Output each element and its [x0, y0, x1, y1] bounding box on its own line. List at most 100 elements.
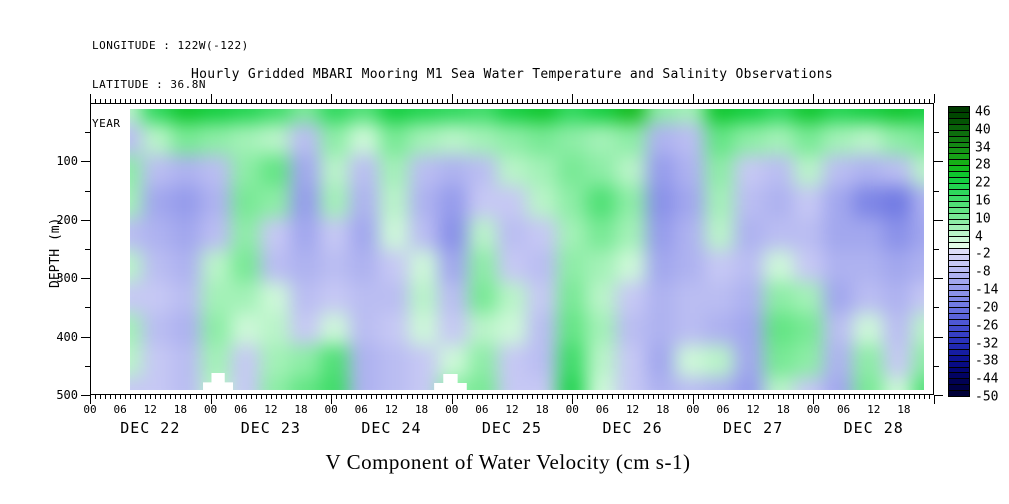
hour-label: 00: [324, 403, 338, 416]
heatmap-cell: [408, 344, 439, 377]
latitude-label: LATITUDE : 36.8N: [92, 78, 206, 91]
x-tick: [140, 395, 142, 399]
heatmap-cell: [853, 154, 883, 187]
x-tick-top: [612, 99, 614, 103]
heatmap-cell: [764, 109, 794, 124]
heatmap-cell: [675, 249, 705, 282]
x-tick: [486, 395, 488, 399]
heatmap-cell: [823, 313, 854, 345]
heatmap-cell: [645, 313, 676, 345]
day-label: DEC 24: [361, 419, 422, 437]
heatmap-cell: [675, 186, 705, 219]
colorbar-tick-label: -44: [975, 371, 999, 387]
x-tick: [406, 395, 408, 399]
colorbar-tick-label: -50: [975, 389, 999, 405]
heatmap-cell: [378, 186, 409, 219]
heatmap-cell: [319, 313, 350, 345]
heatmap-cell: [260, 313, 290, 345]
heatmap-cell: [645, 186, 676, 219]
colorbar-tick-label: 40: [975, 122, 991, 138]
x-tick-top: [506, 99, 508, 103]
x-tick-top: [386, 99, 388, 103]
heatmap-cell: [497, 281, 528, 314]
x-tick: [401, 395, 403, 399]
colorbar-cell: [949, 337, 969, 344]
heatmap-cell: [734, 154, 765, 187]
x-tick: [748, 395, 750, 399]
heatmap-cell: [438, 109, 468, 124]
heatmap-cell: [882, 109, 913, 124]
x-tick-top: [858, 99, 860, 103]
heatmap-cell: [734, 218, 765, 250]
heatmap-cell: [467, 218, 498, 250]
x-tick-top: [723, 99, 724, 103]
heatmap-cell: [853, 123, 883, 155]
x-tick-top: [657, 99, 659, 103]
heatmap-cell: [378, 109, 409, 124]
x-tick: [255, 395, 257, 399]
x-tick: [125, 395, 127, 399]
heatmap-cell: [171, 344, 202, 377]
heatmap-cell: [615, 376, 646, 391]
colorbar-cell: [949, 379, 969, 386]
heatmap-cell: [467, 154, 498, 187]
heatmap-cell: [734, 344, 765, 377]
colorbar-tick-label: -38: [975, 353, 999, 369]
x-tick: [205, 395, 207, 399]
x-tick-top: [301, 99, 302, 103]
x-tick-top: [471, 99, 473, 103]
y-tick-right: [934, 278, 943, 280]
heatmap-cell: [230, 249, 261, 282]
x-tick-top: [361, 99, 363, 103]
x-tick-top: [411, 99, 413, 103]
x-tick: [120, 395, 122, 399]
colorbar-cell: [949, 278, 969, 285]
x-tick-top: [436, 99, 438, 103]
x-tick: [793, 395, 795, 399]
x-tick-top: [547, 99, 549, 103]
heatmap-cell: [467, 123, 498, 155]
heatmap-cell: [734, 376, 765, 391]
colorbar-tick-label: 28: [975, 157, 991, 173]
heatmap-cell: [319, 281, 350, 314]
x-tick: [557, 395, 559, 399]
heatmap-cell: [497, 123, 528, 155]
heatmap-cell: [556, 154, 587, 187]
y-tick-right: [934, 161, 943, 163]
hour-label: 18: [776, 403, 790, 416]
heatmap-cell: [556, 344, 587, 377]
x-tick-top: [577, 99, 579, 103]
heatmap-cell: [704, 109, 735, 124]
x-tick-top: [863, 99, 865, 103]
x-tick: [723, 395, 724, 399]
x-tick-top: [743, 99, 745, 103]
heatmap-cell: [230, 109, 261, 124]
heatmap-cell: [408, 218, 439, 250]
heatmap-cell: [675, 109, 705, 124]
x-tick-top: [647, 99, 649, 103]
y-tick: [81, 336, 90, 338]
hour-label: 00: [203, 403, 218, 416]
x-tick: [934, 395, 935, 404]
x-tick: [627, 395, 629, 399]
x-tick-top: [120, 99, 122, 103]
colorbar-cell: [949, 201, 969, 208]
depth-label: 300: [56, 271, 78, 286]
x-tick: [908, 395, 910, 399]
colorbar-cell: [949, 136, 969, 143]
x-tick-top: [748, 99, 750, 103]
heatmap-cell: [764, 249, 794, 282]
x-tick: [436, 395, 438, 399]
y-tick-right: [934, 336, 943, 338]
x-tick: [195, 395, 197, 399]
hour-label: 12: [625, 403, 640, 416]
colorbar-tick-label: 22: [975, 175, 991, 191]
x-tick: [496, 395, 498, 399]
x-tick: [426, 395, 428, 399]
hour-label: 06: [113, 403, 127, 416]
x-tick-top: [898, 99, 900, 103]
colorbar-cell: [949, 391, 969, 397]
x-tick: [461, 395, 463, 399]
x-tick: [768, 395, 770, 399]
heatmap-cell: [289, 123, 320, 155]
